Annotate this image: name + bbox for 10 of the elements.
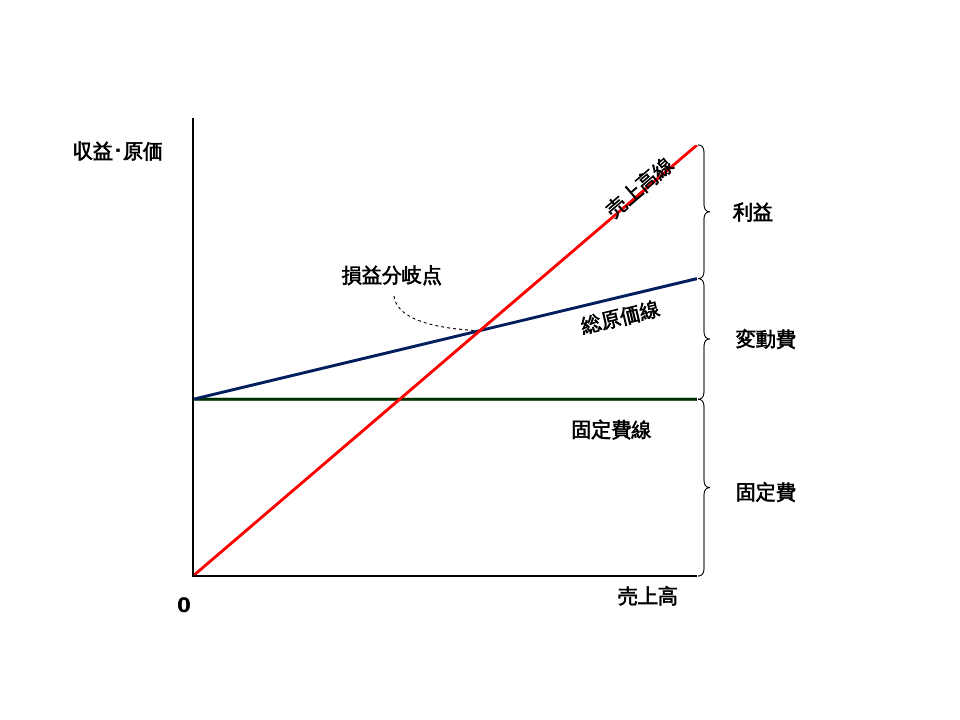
text: 0 [177, 593, 191, 618]
x-axis-title: 売上高 [618, 584, 678, 608]
annotation: 利益 [732, 200, 773, 224]
y-axis-title: 収益･原価 [73, 139, 163, 164]
annotation: 固定費 [736, 480, 796, 504]
series-label: 固定費線 [571, 417, 652, 442]
annotation: 損益分岐点 [341, 263, 442, 288]
text: 売上高線 [601, 151, 679, 222]
text: 総原価線 [578, 296, 664, 338]
annotation: 変動費 [735, 327, 796, 352]
